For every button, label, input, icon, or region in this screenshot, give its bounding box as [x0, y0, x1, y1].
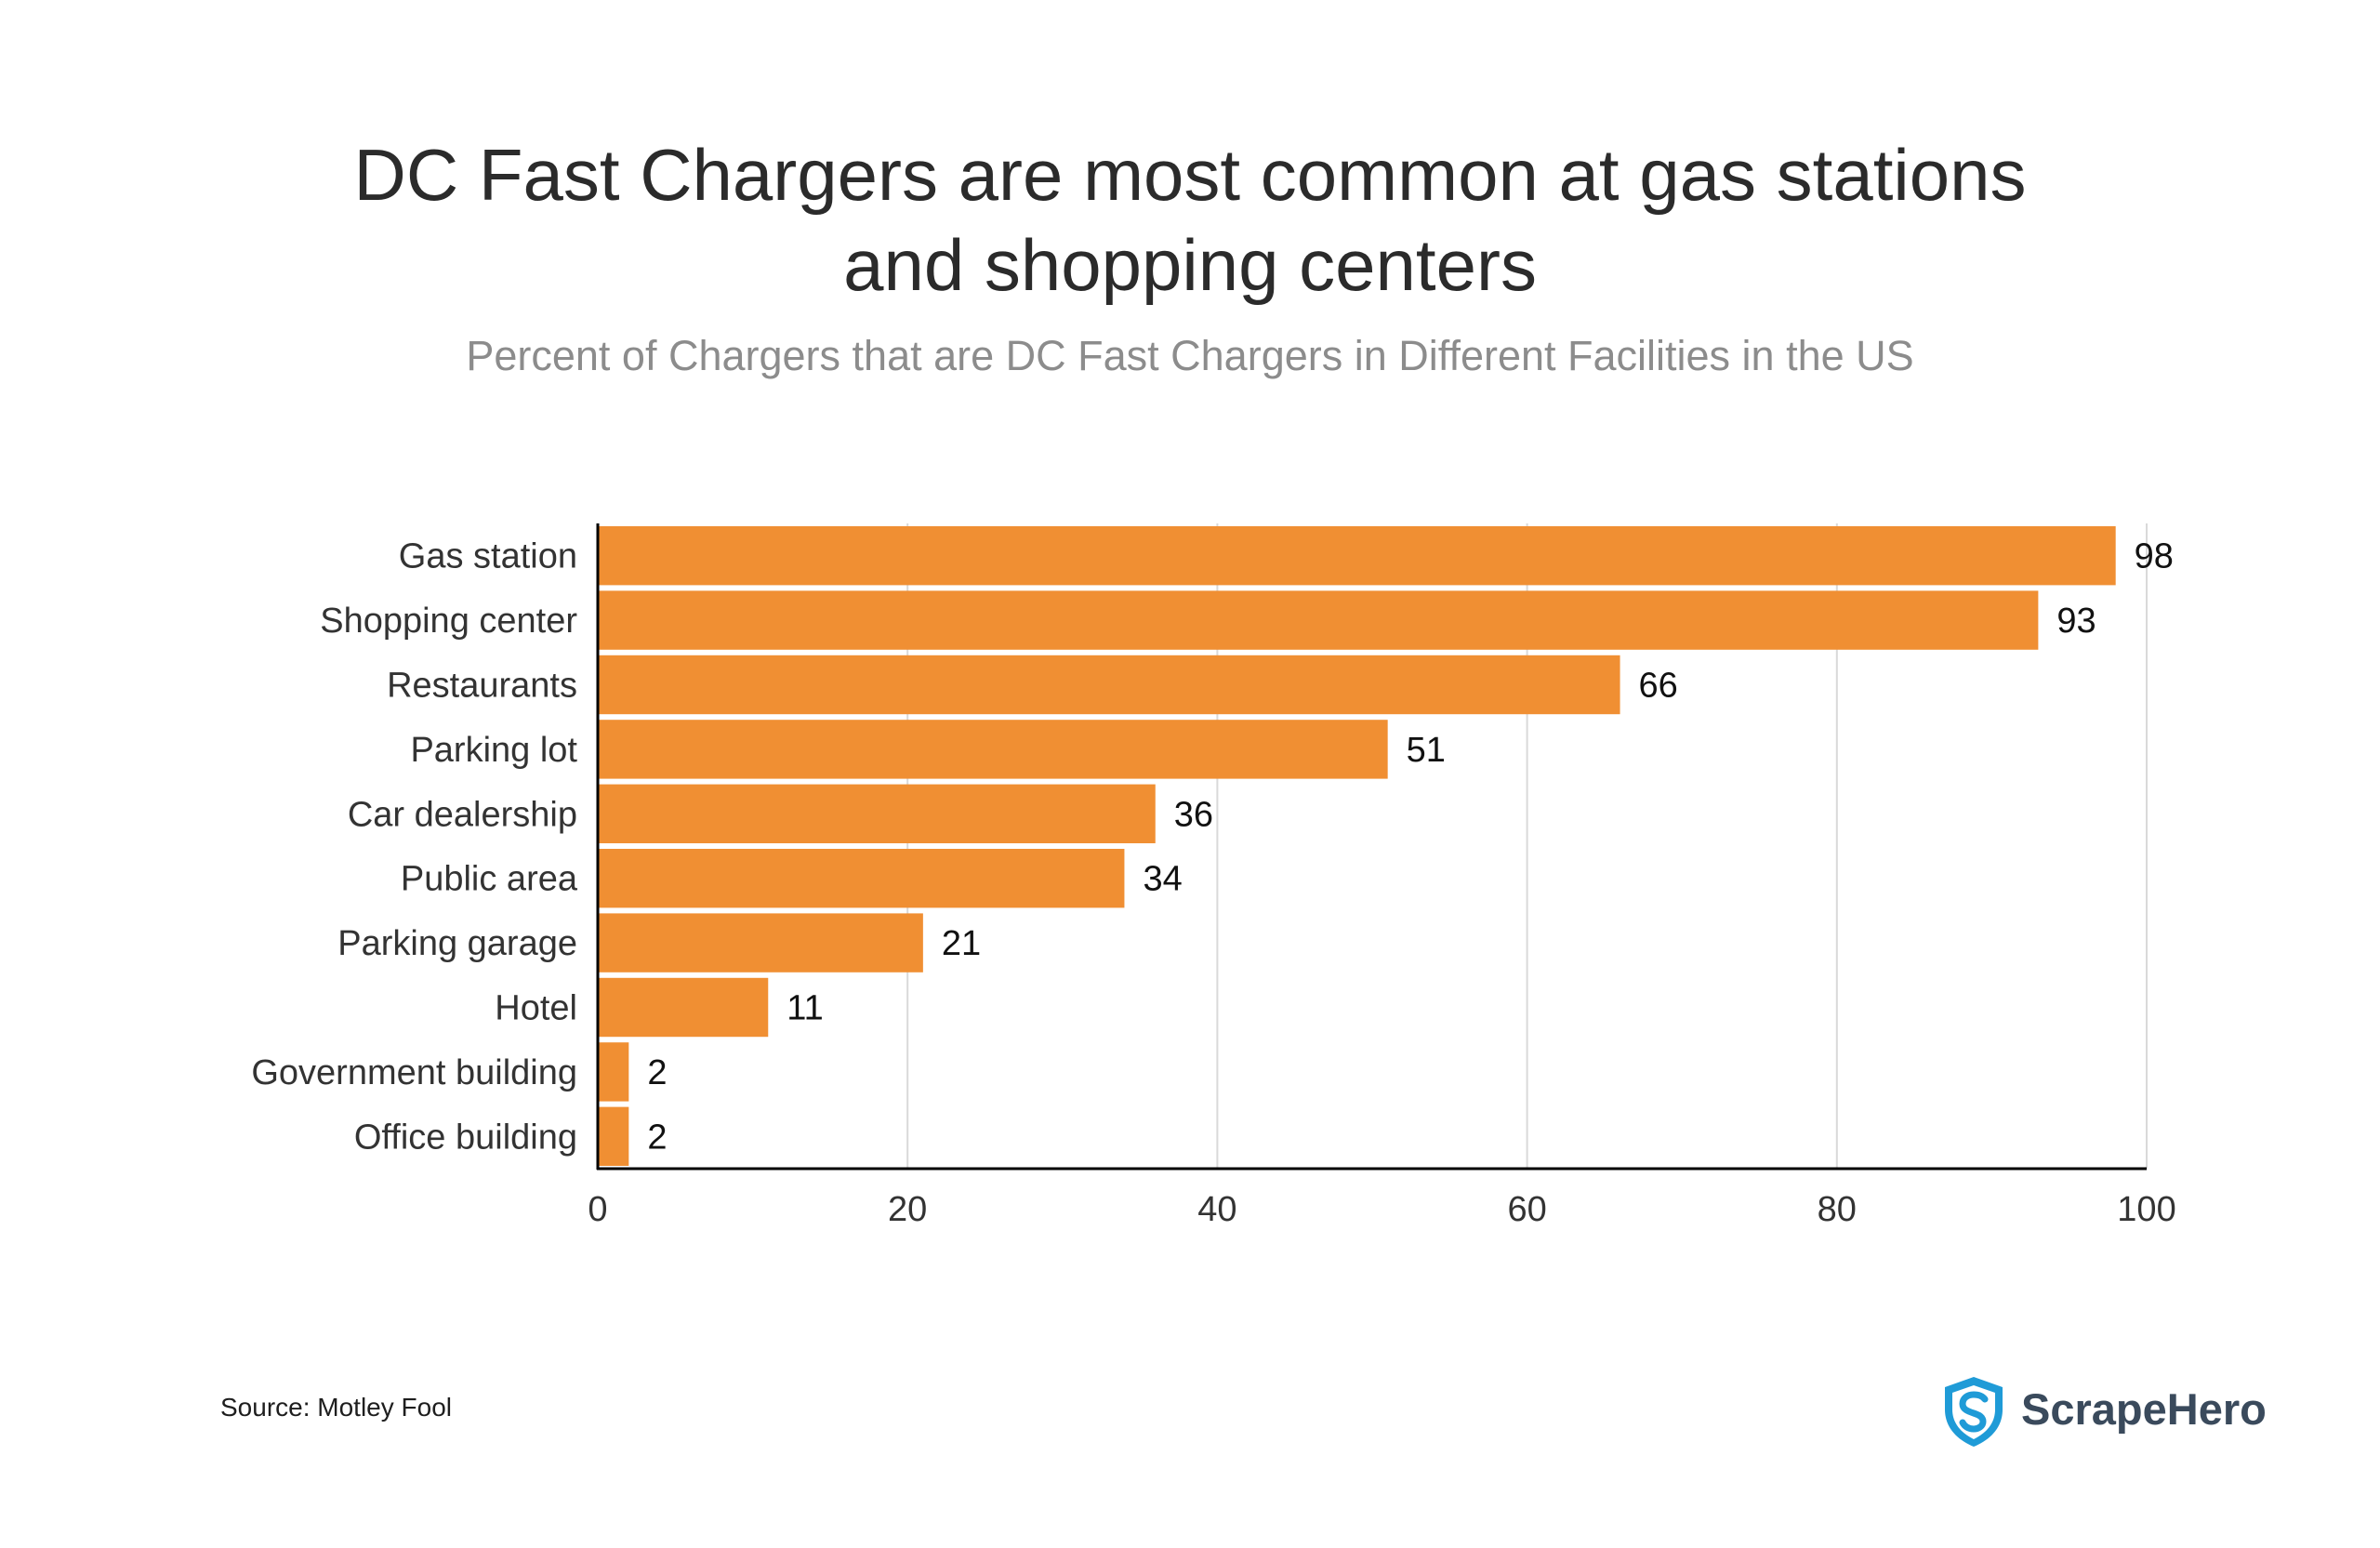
chart-title: DC Fast Chargers are most common at gas …: [0, 130, 2380, 311]
value-label: 93: [2056, 602, 2096, 641]
bar: [598, 849, 1125, 908]
category-label: Gas station: [399, 537, 577, 576]
chart-title-line-1: DC Fast Chargers are most common at gas …: [353, 134, 2027, 216]
bar: [598, 913, 923, 972]
chart-title-line-2: and shopping centers: [843, 224, 1537, 306]
bar: [598, 590, 2039, 650]
category-label: Shopping center: [320, 602, 577, 641]
x-tick-label: 40: [1197, 1190, 1236, 1229]
value-label: 21: [942, 924, 981, 963]
bar: [598, 977, 769, 1038]
category-label: Hotel: [495, 989, 577, 1028]
bar: [598, 1106, 629, 1166]
source-note: Source: Motley Fool: [220, 1393, 452, 1422]
value-label: 51: [1407, 731, 1446, 770]
category-label: Restaurants: [387, 667, 577, 706]
bar: [598, 655, 1620, 715]
value-label: 98: [2135, 537, 2174, 576]
bars: [598, 526, 2116, 1166]
x-tick-label: 20: [888, 1190, 927, 1229]
category-label: Parking lot: [410, 731, 577, 770]
bar: [598, 1042, 629, 1102]
labels: 0 20 40 60 80 100 Gas station 98 Shopping center…: [251, 537, 2175, 1229]
bar: [598, 784, 1156, 843]
category-label: Government building: [251, 1053, 577, 1092]
category-label: Public area: [401, 860, 578, 899]
bar: [598, 720, 1388, 779]
value-label: 11: [787, 989, 823, 1028]
value-label: 36: [1174, 795, 1213, 834]
axes: [596, 523, 2147, 1171]
value-label: 2: [647, 1053, 667, 1092]
brand-name: ScrapeHero: [2021, 1384, 2267, 1434]
shield-s-icon: [1945, 1377, 2003, 1447]
value-label: 34: [1143, 860, 1182, 899]
bar: [598, 526, 2116, 586]
chart-subtitle: Percent of Chargers that are DC Fast Cha…: [466, 332, 1914, 379]
x-tick-label: 100: [2117, 1190, 2175, 1229]
value-label: 2: [647, 1118, 667, 1157]
category-label: Parking garage: [337, 924, 577, 963]
category-label: Car dealership: [348, 795, 577, 834]
x-tick-label: 80: [1818, 1190, 1857, 1229]
x-tick-label: 60: [1507, 1190, 1546, 1229]
value-label: 66: [1639, 667, 1678, 706]
x-tick-label: 0: [588, 1190, 607, 1229]
category-label: Office building: [354, 1118, 577, 1157]
